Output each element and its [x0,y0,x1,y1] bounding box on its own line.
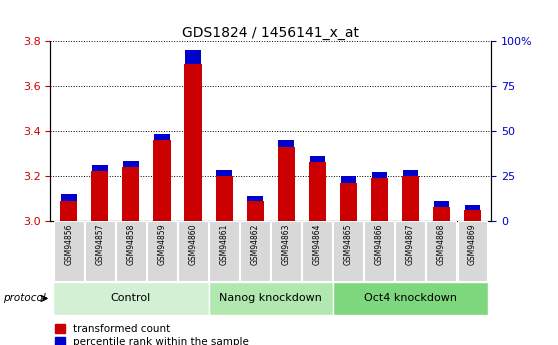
Bar [153,140,171,221]
Bar [123,161,138,167]
Bar [310,156,325,162]
Text: GSM94868: GSM94868 [437,224,446,265]
Bar [402,176,419,221]
FancyBboxPatch shape [271,221,301,280]
FancyBboxPatch shape [302,221,332,280]
Bar [185,64,201,221]
FancyBboxPatch shape [54,282,209,315]
FancyBboxPatch shape [147,221,177,280]
Text: protocol: protocol [3,293,46,303]
FancyBboxPatch shape [178,221,208,280]
Text: GSM94862: GSM94862 [251,224,259,265]
Bar [371,178,388,221]
Text: GSM94860: GSM94860 [189,224,198,265]
Text: GSM94857: GSM94857 [95,224,104,265]
Bar [340,176,356,183]
Text: GSM94858: GSM94858 [127,224,136,265]
FancyBboxPatch shape [396,221,425,280]
Title: GDS1824 / 1456141_x_at: GDS1824 / 1456141_x_at [182,26,359,40]
Bar [434,201,449,207]
Bar [155,134,170,140]
FancyBboxPatch shape [364,221,394,280]
FancyBboxPatch shape [333,282,488,315]
FancyBboxPatch shape [209,221,239,280]
FancyBboxPatch shape [85,221,115,280]
FancyBboxPatch shape [333,221,363,280]
Text: GSM94864: GSM94864 [312,224,322,265]
Bar [340,183,357,221]
FancyBboxPatch shape [116,221,146,280]
Bar [122,167,140,221]
FancyBboxPatch shape [209,282,333,315]
Legend: transformed count, percentile rank within the sample: transformed count, percentile rank withi… [55,324,249,345]
Text: GSM94866: GSM94866 [375,224,384,265]
FancyBboxPatch shape [240,221,270,280]
Bar [403,170,418,176]
Text: Oct4 knockdown: Oct4 knockdown [364,294,457,303]
Bar [372,172,387,178]
Bar [92,171,108,221]
Bar [247,201,263,221]
Bar [60,201,78,221]
Bar [185,50,201,64]
Text: GSM94861: GSM94861 [219,224,229,265]
Bar [61,194,76,201]
Bar [465,205,480,210]
Bar [433,207,450,221]
Bar [92,165,108,171]
Text: GSM94863: GSM94863 [282,224,291,265]
Bar [247,196,263,201]
Text: GSM94865: GSM94865 [344,224,353,265]
FancyBboxPatch shape [426,221,456,280]
Bar [217,170,232,176]
FancyBboxPatch shape [458,221,487,280]
Text: GSM94856: GSM94856 [64,224,73,265]
Bar [215,176,233,221]
Text: GSM94867: GSM94867 [406,224,415,265]
Bar [278,147,295,221]
Bar [278,140,294,147]
Text: GSM94869: GSM94869 [468,224,477,265]
Bar [309,162,326,221]
Text: Nanog knockdown: Nanog knockdown [219,294,322,303]
FancyBboxPatch shape [54,221,84,280]
Bar [464,210,481,221]
Text: Control: Control [111,294,151,303]
Text: GSM94859: GSM94859 [157,224,166,265]
